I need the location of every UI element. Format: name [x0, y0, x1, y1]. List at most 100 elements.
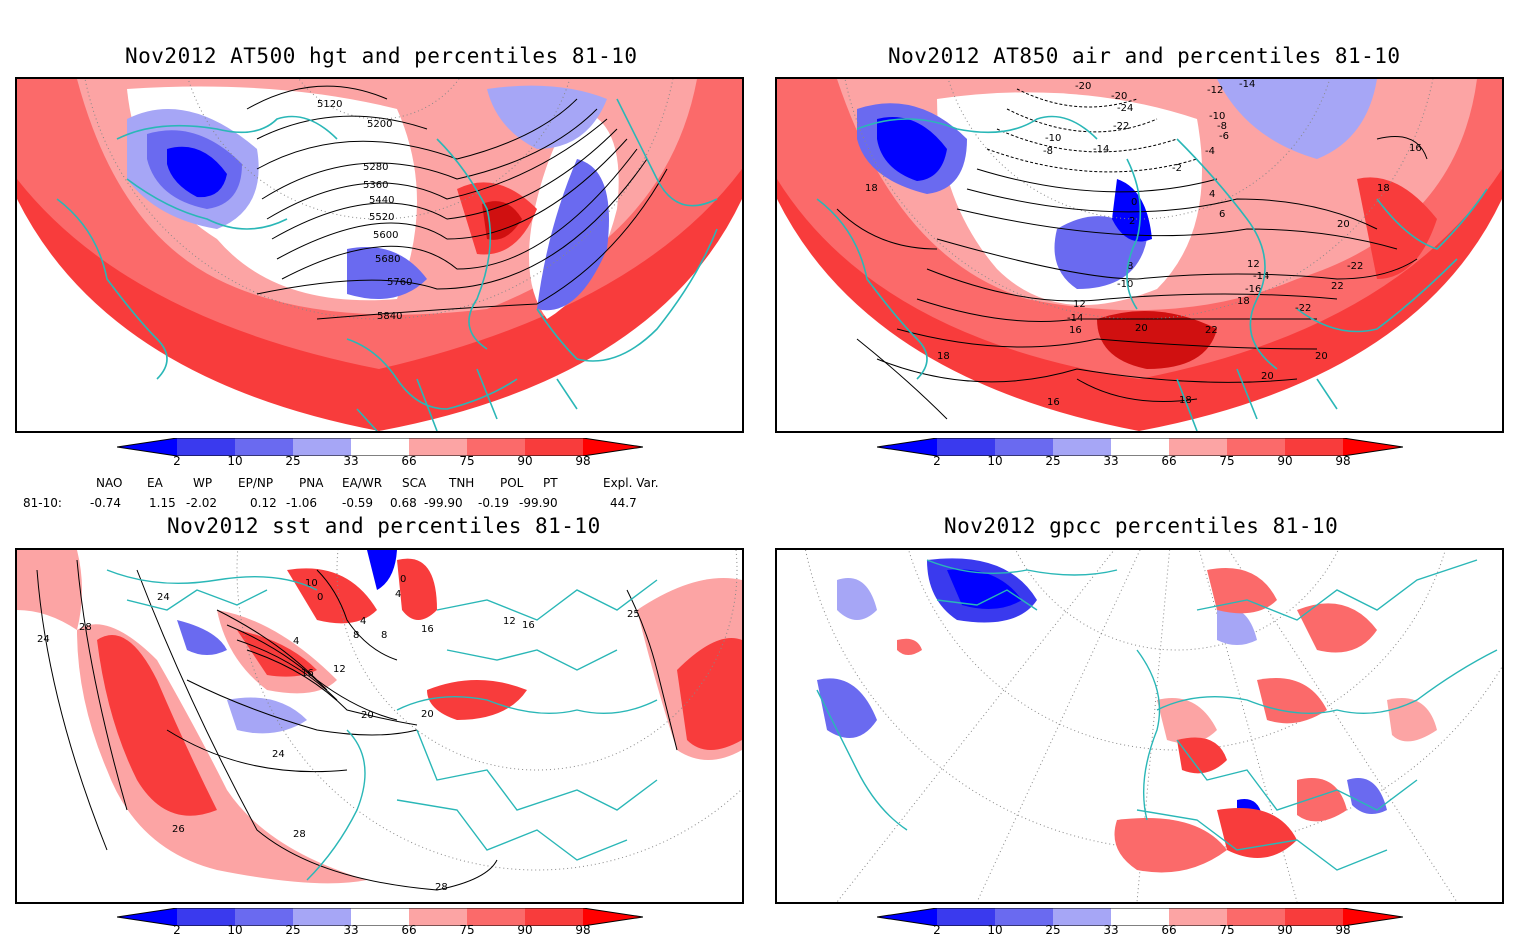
index-header: EP/NP [238, 476, 274, 490]
contour-label: -24 [1117, 103, 1133, 114]
contour-label: -20 [1111, 91, 1127, 102]
contour-label: 16 [421, 624, 434, 635]
colorbar-tick: 10 [987, 454, 1003, 468]
colorbar-swatches [876, 437, 1404, 457]
contour-label: 18 [1377, 183, 1390, 194]
sst-contours [36, 559, 678, 891]
contour-label: -22 [1295, 303, 1311, 314]
colorbar-tick: 98 [1335, 454, 1351, 468]
contour-label: 5200 [367, 119, 392, 130]
color-swatch [293, 908, 351, 926]
index-value: -1.06 [286, 496, 318, 510]
contour-label: 16 [301, 668, 314, 679]
colorbar-tick: 66 [1161, 454, 1177, 468]
colorbar-tick: 25 [285, 454, 301, 468]
contour-label: 5280 [363, 162, 388, 173]
colorbar-tick: 75 [459, 454, 475, 468]
color-swatch [1227, 438, 1285, 456]
anomaly-positive [237, 630, 317, 677]
anomaly-negative [177, 620, 227, 655]
contour-label: -8 [1217, 121, 1227, 132]
anomaly-positive [397, 558, 437, 620]
colorbar-swatches [116, 437, 644, 457]
contour-label: 12 [503, 616, 516, 627]
contour-label: 8 [381, 630, 387, 641]
color-swatch [583, 438, 643, 456]
colorbar-tick: 90 [517, 454, 533, 468]
anomaly-fill [17, 550, 82, 630]
map-panel-sst: 24 24 28 10 0 0 4 4 4 8 8 12 16 12 16 16… [15, 548, 744, 904]
colorbar-swatches [876, 907, 1404, 927]
color-swatch [177, 908, 235, 926]
colorbar-tick: 98 [575, 454, 591, 468]
color-swatch [467, 908, 525, 926]
contour-label: 12 [333, 664, 346, 675]
colorbar-tick: 75 [1219, 454, 1235, 468]
contour-label: -4 [1205, 146, 1215, 157]
contour-label: 20 [1135, 323, 1148, 334]
anomaly-negative [367, 550, 397, 590]
index-header: SCA [402, 476, 427, 490]
index-value: -99.90 [424, 496, 463, 510]
latlon-grid [236, 550, 742, 871]
anomaly-positive [427, 680, 527, 720]
panel-title-air: Nov2012 AT850 air and percentiles 81-10 [888, 44, 1401, 68]
colorbar-tick: 33 [343, 454, 359, 468]
contour-label: 28 [435, 882, 448, 893]
anomaly-negative [487, 85, 607, 149]
colorbar-tick: 10 [227, 923, 243, 937]
anomaly-negative [1217, 79, 1377, 159]
colorbar-tick: 25 [1045, 923, 1061, 937]
colorbar-tick: 33 [1103, 923, 1119, 937]
index-header: EA [147, 476, 163, 490]
contour-label: -10 [1045, 133, 1061, 144]
contour-label: -6 [1219, 131, 1229, 142]
contour-label: 20 [1261, 371, 1274, 382]
colorbar-tick: 10 [987, 923, 1003, 937]
anomaly-positive [1357, 177, 1437, 279]
anomaly-negative [537, 159, 609, 311]
color-swatch [1227, 908, 1285, 926]
precip-anomaly-negative [817, 558, 1387, 817]
contour-label: 2 [1129, 216, 1135, 227]
index-header: EA/WR [342, 476, 383, 490]
index-value: -0.19 [478, 496, 510, 510]
anomaly-positive [677, 638, 742, 750]
color-swatch [117, 908, 177, 926]
contour-label: 5840 [377, 311, 402, 322]
color-swatch [1285, 438, 1343, 456]
panel-title-hgt: Nov2012 AT500 hgt and percentiles 81-10 [125, 44, 638, 68]
color-swatch [1343, 438, 1403, 456]
contour-label: 22 [1205, 325, 1218, 336]
colorbar-hgt: 2 10 25 33 66 75 90 98 [116, 437, 644, 472]
index-value: 0.68 [390, 496, 417, 510]
contour-label: 16 [522, 620, 535, 631]
colorbar-tick: 75 [459, 923, 475, 937]
colorbar-tick: 10 [227, 454, 243, 468]
coastlines [816, 115, 1488, 431]
colorbar-tick: 98 [1335, 923, 1351, 937]
colorbar-swatches [116, 907, 644, 927]
color-swatch [467, 438, 525, 456]
colorbar-tick: 25 [1045, 454, 1061, 468]
colorbar-tick: 90 [517, 923, 533, 937]
contour-label: -14 [1093, 144, 1109, 155]
precip-anomaly-positive [897, 568, 1437, 873]
map-panel-air: -20 -12 -14 -20 -24 -10 -22 -8 -6 -4 -10… [775, 77, 1504, 433]
contour-label: 28 [293, 829, 306, 840]
colorbar-tick: 90 [1277, 454, 1293, 468]
map-air: -20 -12 -14 -20 -24 -10 -22 -8 -6 -4 -10… [777, 79, 1502, 431]
index-value: 0.12 [250, 496, 277, 510]
panel-title-sst: Nov2012 sst and percentiles 81-10 [167, 514, 601, 538]
colorbar-tick: 2 [173, 454, 181, 468]
contour-label: -10 [1209, 111, 1225, 122]
contour-label: 4 [360, 616, 366, 627]
color-swatch [1053, 908, 1111, 926]
colorbar-tick: 66 [401, 923, 417, 937]
index-value: -0.59 [342, 496, 374, 510]
contour-label: 20 [1315, 351, 1328, 362]
contour-label: 0 [1131, 197, 1137, 208]
contour-label: -14 [1067, 313, 1083, 324]
contour-label: 16 [1047, 397, 1060, 408]
contour-label: 18 [937, 351, 950, 362]
